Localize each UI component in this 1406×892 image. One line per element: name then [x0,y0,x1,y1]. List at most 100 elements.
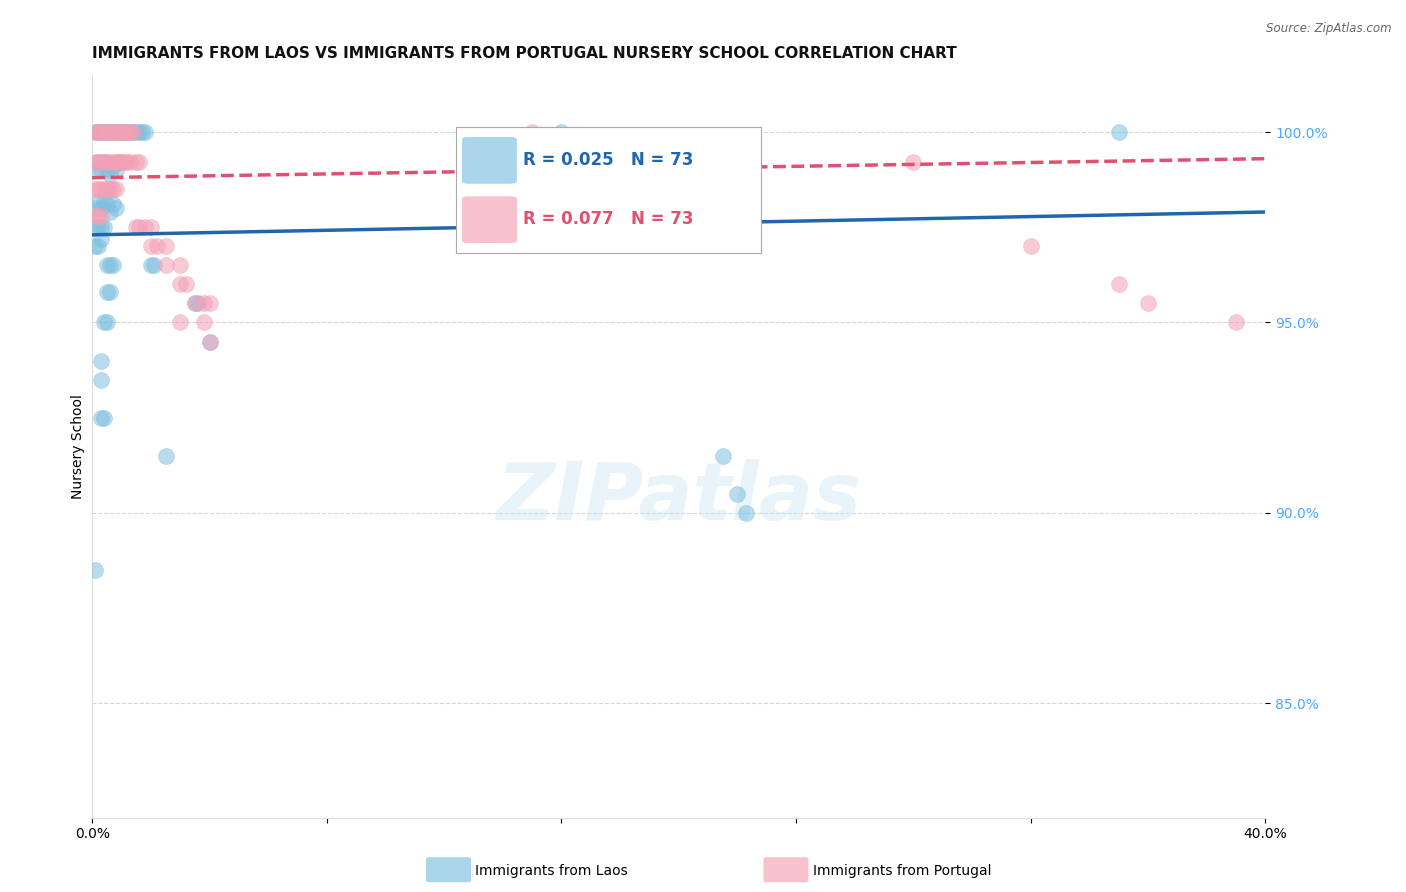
Text: IMMIGRANTS FROM LAOS VS IMMIGRANTS FROM PORTUGAL NURSERY SCHOOL CORRELATION CHAR: IMMIGRANTS FROM LAOS VS IMMIGRANTS FROM … [93,46,957,62]
Point [96,155,118,169]
Point [98,125,121,139]
Point [101,159,124,173]
Point [90,125,112,139]
Point [93,155,115,169]
Point [96,285,118,299]
Point [98,125,121,139]
Point [107,125,129,139]
Point [187,296,209,310]
Point [125,155,148,169]
Point [87,239,110,253]
Point [169,258,191,272]
Point [90,232,112,246]
Point [725,487,748,501]
Point [87,155,110,169]
Point [93,125,115,139]
Point [139,220,162,235]
Point [104,125,127,139]
Point [520,125,543,139]
Point [98,167,121,181]
Point [101,155,124,169]
Point [735,506,758,520]
Point [711,449,734,463]
Point [134,220,156,235]
Point [110,125,132,139]
Point [90,182,112,196]
Point [155,258,177,272]
Point [169,277,191,292]
Point [84,155,107,169]
Point [96,258,118,272]
Point [90,125,112,139]
Point [107,155,129,169]
Point [198,296,221,310]
Point [903,155,925,169]
Point [114,125,136,139]
Point [198,334,221,349]
Point [169,315,191,329]
Point [120,125,142,139]
Point [87,155,110,169]
Text: Source: ZipAtlas.com: Source: ZipAtlas.com [1267,22,1392,36]
Point [120,155,142,169]
Point [184,296,207,310]
Point [84,163,107,178]
Point [155,239,177,253]
Point [93,315,115,329]
Point [98,155,121,169]
Point [101,197,124,211]
Point [84,125,107,139]
Point [114,125,136,139]
Point [110,125,132,139]
Text: ZIPatlas: ZIPatlas [496,459,862,537]
Point [131,125,153,139]
Point [96,182,118,196]
Text: Immigrants from Portugal: Immigrants from Portugal [813,863,991,878]
Point [155,449,177,463]
Point [101,182,124,196]
Point [198,334,221,349]
Point [1225,315,1247,329]
Point [139,239,162,253]
Point [1019,239,1042,253]
Point [84,239,107,253]
Point [87,220,110,235]
Point [134,125,156,139]
Point [125,220,148,235]
Point [128,125,150,139]
Point [84,563,107,577]
Point [84,182,107,196]
Point [104,163,127,178]
Point [142,258,165,272]
Point [90,163,112,178]
Point [1137,296,1160,310]
Point [114,155,136,169]
Point [117,125,139,139]
Point [193,315,215,329]
Point [90,155,112,169]
Point [93,125,115,139]
Point [84,220,107,235]
Point [96,315,118,329]
Point [93,220,115,235]
Point [84,125,107,139]
Point [87,182,110,196]
Point [93,410,115,425]
Point [87,209,110,223]
Point [117,125,139,139]
Point [90,410,112,425]
Point [93,194,115,208]
Point [184,296,207,310]
Y-axis label: Nursery School: Nursery School [72,393,86,499]
Text: Immigrants from Laos: Immigrants from Laos [475,863,628,878]
Point [107,125,129,139]
Point [145,239,167,253]
Point [122,125,145,139]
Point [101,125,124,139]
Point [98,258,121,272]
Point [104,155,127,169]
Point [93,182,115,196]
Point [96,125,118,139]
Point [90,201,112,215]
Point [550,125,572,139]
